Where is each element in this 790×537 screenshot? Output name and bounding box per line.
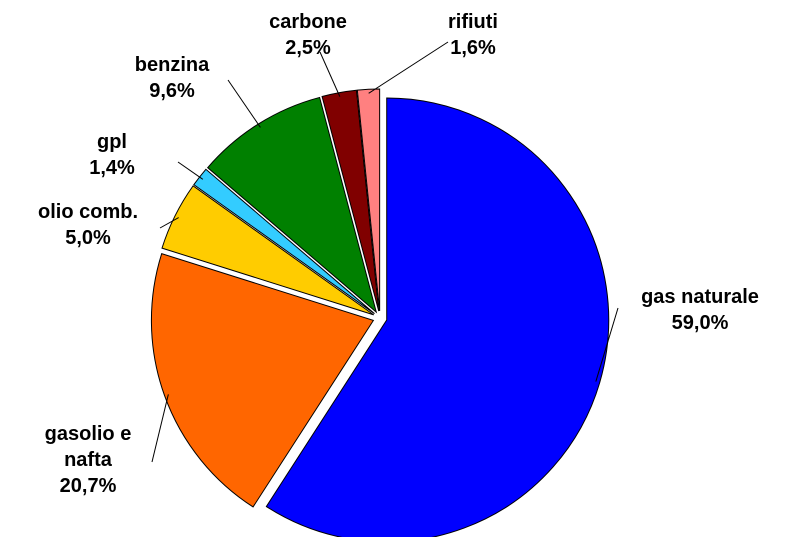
slice-name: gasolio e nafta — [44, 423, 132, 471]
leader-line — [368, 41, 449, 94]
slice-label: carbone 2,5% — [248, 9, 368, 61]
slice-label: olio comb. 5,0% — [3, 199, 173, 251]
leader-line — [159, 217, 179, 229]
slice-label: gas naturale 59,0% — [625, 284, 775, 336]
slice-name: gpl — [97, 131, 127, 153]
slice-value: 9,6% — [149, 80, 195, 102]
slice-name: carbone — [269, 11, 347, 33]
leader-line — [595, 307, 619, 382]
slice-name: rifiuti — [448, 11, 498, 33]
slice-value: 2,5% — [285, 37, 331, 59]
slice-label: gpl 1,4% — [72, 129, 152, 181]
slice-label: rifiuti 1,6% — [423, 9, 523, 61]
pie-slice — [161, 185, 375, 316]
slice-name: gas naturale — [641, 286, 759, 308]
pie-slice — [321, 89, 380, 312]
slice-label: benzina 9,6% — [112, 52, 232, 104]
slice-name: olio comb. — [38, 201, 138, 223]
pie-slice — [356, 88, 381, 312]
slice-value: 5,0% — [65, 227, 111, 249]
pie-slice — [150, 253, 375, 508]
slice-value: 1,6% — [450, 37, 496, 59]
slice-value: 59,0% — [671, 312, 729, 334]
pie-slice — [265, 97, 610, 537]
slice-label: gasolio e nafta 20,7% — [28, 421, 148, 499]
slice-value: 20,7% — [59, 475, 117, 497]
leader-line — [151, 394, 169, 463]
leader-line — [177, 161, 204, 180]
slice-name: benzina — [134, 54, 210, 76]
slice-value: 1,4% — [89, 157, 135, 179]
leader-line — [319, 51, 341, 97]
leader-line — [227, 79, 261, 128]
